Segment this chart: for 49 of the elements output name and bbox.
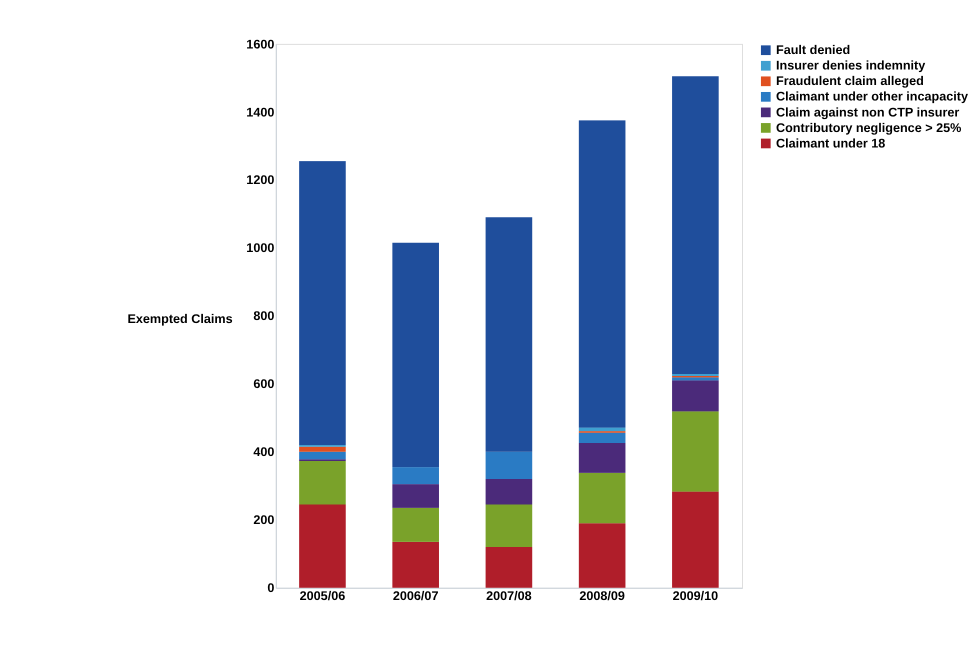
x-tick-label: 2008/09	[579, 588, 625, 603]
bar	[392, 242, 439, 468]
bar	[392, 484, 439, 508]
bar	[299, 452, 346, 460]
y-tick-label: 400	[253, 445, 274, 460]
legend-label: Fraudulent claim alleged	[776, 74, 924, 88]
y-tick-label: 1400	[246, 105, 274, 120]
bar	[578, 472, 626, 524]
y-tick-label: 1600	[246, 37, 274, 52]
bar	[672, 374, 719, 376]
legend-label: Claimant under 18	[776, 136, 886, 150]
y-tick-label: 0	[267, 581, 274, 596]
bar	[486, 452, 532, 480]
bar	[578, 432, 626, 443]
bar	[299, 161, 346, 446]
legend-label: Insurer denies indemnity	[776, 58, 926, 73]
legend-label: Fault denied	[776, 43, 850, 58]
bar	[672, 411, 719, 492]
bar	[299, 504, 346, 588]
bar	[578, 120, 626, 428]
bar	[486, 217, 532, 452]
y-axis-title: Exempted Claims	[127, 312, 233, 326]
y-tick-label: 600	[253, 377, 274, 392]
x-tick-label: 2006/07	[392, 588, 438, 603]
x-tick-label: 2005/06	[300, 588, 346, 603]
x-tick-label: 2009/10	[672, 588, 718, 603]
bar	[578, 442, 626, 473]
legend-label: Contributory negligence > 25%	[776, 120, 962, 135]
bar	[486, 504, 532, 547]
x-tick-label: 2007/08	[486, 588, 532, 603]
legend-label: Claim against non CTP insurer	[776, 105, 960, 120]
bar	[672, 492, 719, 588]
bar	[672, 380, 719, 412]
legend-label: Claimant under other incapacity	[776, 90, 968, 104]
bar	[672, 377, 719, 380]
bar	[578, 523, 626, 588]
bar	[578, 428, 626, 432]
bar	[299, 460, 346, 504]
bar	[392, 508, 439, 542]
bar	[392, 467, 439, 484]
bar	[392, 542, 439, 588]
bar	[486, 479, 532, 504]
y-tick-label: 1000	[246, 241, 274, 256]
y-tick-label: 800	[253, 309, 274, 324]
y-tick-label: 1200	[246, 173, 274, 188]
bar	[672, 76, 719, 374]
y-tick-label: 200	[253, 513, 274, 528]
bar	[486, 546, 532, 588]
bar	[299, 446, 346, 452]
